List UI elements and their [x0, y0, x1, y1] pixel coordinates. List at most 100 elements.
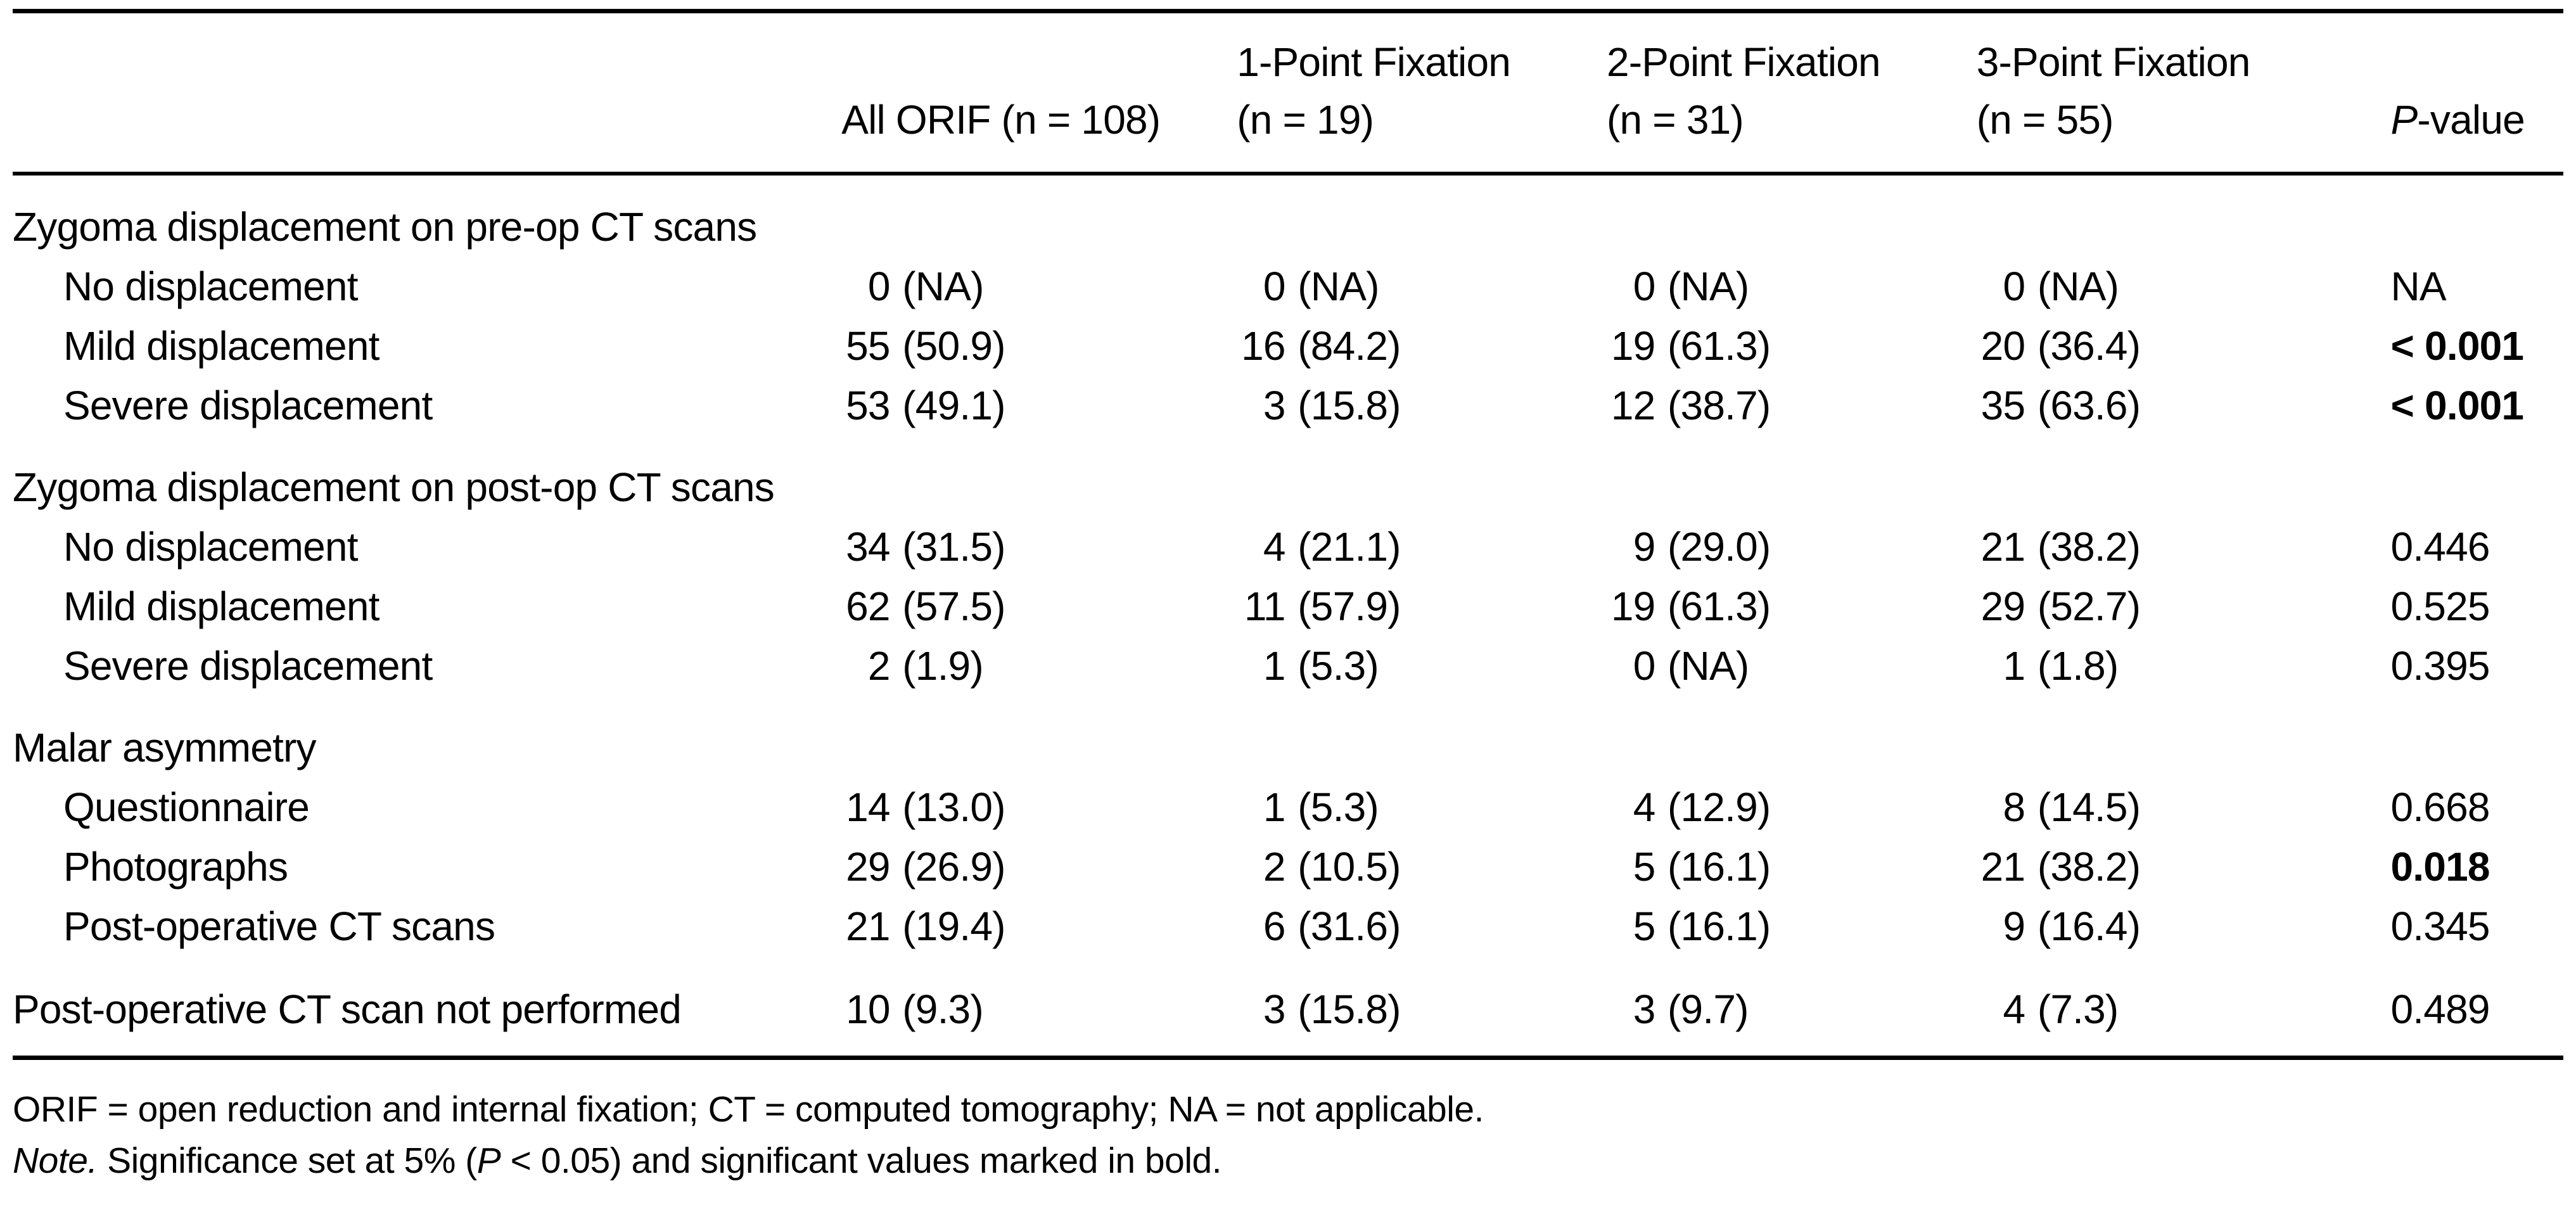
cell-percent: (1.8): [2037, 643, 2119, 689]
cell-percent: (7.3): [2037, 986, 2119, 1032]
row-label: Mild displacement: [63, 323, 379, 369]
header-all-orif-label: All ORIF (n = 108): [841, 96, 1161, 143]
cell-count: 3: [1633, 986, 1656, 1032]
cell-count: 21: [1980, 844, 2025, 890]
header-2point-fixation: 2-Point Fixation (n = 31): [1581, 8, 1951, 176]
cell-count: 62: [846, 584, 890, 630]
cell-percent: (NA): [902, 263, 984, 309]
cell-count: 20: [1980, 323, 2025, 369]
row-label: Post-operative CT scan not performed: [13, 956, 817, 1060]
cell-percent: (NA): [2037, 263, 2119, 309]
cell-count: 10: [846, 986, 890, 1032]
cell-count: 2: [867, 643, 891, 689]
cell-2point: 19 (61.3): [1581, 577, 1951, 636]
cell-pvalue: NA: [2321, 257, 2564, 316]
cell-percent: (57.5): [902, 584, 1005, 630]
cell-count: 9: [1633, 523, 1656, 570]
cell-3point: 4 (7.3): [1951, 956, 2321, 1060]
section-header-row: Zygoma displacement on pre-op CT scans: [13, 174, 2563, 257]
cell-percent: (31.5): [902, 523, 1005, 570]
cell-3point: 1 (1.8): [1951, 636, 2321, 696]
cell-2point: 0 (NA): [1581, 257, 1951, 316]
cell-all-orif: 10 (9.3): [816, 956, 1212, 1060]
cell-percent: (5.3): [1298, 643, 1379, 689]
cell-3point: 8 (14.5): [1951, 777, 2321, 837]
header-1point-line2: (n = 19): [1237, 96, 1374, 143]
cell-percent: (26.9): [902, 844, 1005, 890]
cell-all-orif: 14 (13.0): [816, 777, 1211, 837]
footnote-note: Note. Significance set at 5% (P < 0.05) …: [13, 1135, 2563, 1187]
table-row: Mild displacement 62 (57.5) 11 (57.9) 19 (6…: [13, 577, 2563, 636]
cell-2point: 0 (NA): [1581, 636, 1951, 696]
cell-count: 3: [1263, 986, 1286, 1032]
pvalue-text: 0.446: [2390, 523, 2490, 570]
cell-percent: (29.0): [1667, 523, 1771, 570]
cell-2point: 4 (12.9): [1581, 777, 1951, 837]
table-row: Post-operative CT scans 21 (19.4) 6 (31.6)…: [13, 897, 2563, 956]
cell-pvalue: 0.395: [2321, 636, 2564, 696]
section-title: Zygoma displacement on post-op CT scans: [13, 464, 775, 510]
cell-3point: 29 (52.7): [1951, 577, 2321, 636]
pvalue-text: 0.345: [2390, 903, 2490, 950]
cell-all-orif: 21 (19.4): [816, 897, 1211, 956]
cell-count: 4: [1633, 784, 1656, 830]
cell-percent: (NA): [1667, 643, 1749, 689]
cell-count: 2: [1263, 844, 1286, 890]
cell-count: 0: [867, 263, 891, 309]
table-row: Mild displacement 55 (50.9) 16 (84.2) 19 (6…: [13, 316, 2563, 376]
cell-count: 35: [1980, 383, 2025, 429]
cell-percent: (84.2): [1298, 323, 1401, 369]
cell-count: 14: [846, 784, 890, 830]
cell-percent: (16.4): [2037, 903, 2141, 950]
cell-count: 0: [1263, 263, 1286, 309]
cell-2point: 12 (38.7): [1581, 376, 1951, 435]
cell-percent: (50.9): [902, 323, 1005, 369]
cell-3point: 9 (16.4): [1951, 897, 2321, 956]
cell-percent: (14.5): [2037, 784, 2141, 830]
cell-count: 8: [2003, 784, 2025, 830]
cell-1point: 2 (10.5): [1211, 837, 1581, 897]
cell-count: 16: [1241, 323, 1285, 369]
row-label: Severe displacement: [63, 643, 433, 689]
cell-pvalue: < 0.001: [2321, 376, 2564, 435]
cell-count: 3: [1263, 383, 1286, 429]
cell-percent: (57.9): [1298, 584, 1401, 630]
cell-pvalue: 0.446: [2321, 517, 2564, 577]
cell-count: 21: [846, 903, 890, 950]
cell-2point: 9 (29.0): [1581, 517, 1951, 577]
cell-1point: 1 (5.3): [1211, 777, 1581, 837]
cell-all-orif: 34 (31.5): [816, 517, 1211, 577]
pvalue-text: 0.489: [2390, 986, 2490, 1032]
cell-count: 11: [1244, 584, 1286, 630]
table-header: All ORIF (n = 108) 1-Point Fixation (n =…: [13, 8, 2563, 176]
footnote-note-pre: Significance set at 5% (: [97, 1140, 477, 1181]
cell-2point: 5 (16.1): [1581, 837, 1951, 897]
cell-percent: (21.1): [1298, 523, 1401, 570]
pvalue-text: 0.668: [2390, 784, 2490, 830]
cell-percent: (13.0): [902, 784, 1005, 830]
cell-percent: (NA): [1298, 263, 1379, 309]
cell-count: 0: [1633, 263, 1656, 309]
table-footnotes: ORIF = open reduction and internal fixat…: [13, 1084, 2563, 1187]
cell-all-orif: 0 (NA): [816, 257, 1211, 316]
cell-percent: (15.8): [1298, 383, 1401, 429]
row-label: Post-operative CT scans: [63, 903, 495, 950]
table-row: Severe displacement 2 (1.9) 1 (5.3) 0 (NA) …: [13, 636, 2563, 696]
pvalue-text: 0.525: [2390, 584, 2490, 630]
cell-count: 1: [1263, 784, 1286, 830]
cell-1point: 3 (15.8): [1211, 376, 1581, 435]
cell-count: 5: [1633, 844, 1656, 890]
header-row: All ORIF (n = 108) 1-Point Fixation (n =…: [13, 8, 2563, 176]
cell-all-orif: 2 (1.9): [816, 636, 1211, 696]
cell-percent: (5.3): [1298, 784, 1379, 830]
cell-2point: 3 (9.7): [1581, 956, 1951, 1060]
cell-count: 19: [1610, 323, 1655, 369]
header-3point-line1: 3-Point Fixation: [1976, 39, 2251, 85]
cell-percent: (36.4): [2037, 323, 2141, 369]
table-row: Photographs 29 (26.9) 2 (10.5) 5 (16.1) 21 (…: [13, 837, 2563, 897]
row-label: Severe displacement: [63, 383, 433, 429]
footnote-note-post: < 0.05) and significant values marked in…: [501, 1140, 1222, 1181]
cell-all-orif: 62 (57.5): [816, 577, 1211, 636]
header-all-orif: All ORIF (n = 108): [816, 8, 1212, 176]
cell-count: 12: [1610, 383, 1655, 429]
